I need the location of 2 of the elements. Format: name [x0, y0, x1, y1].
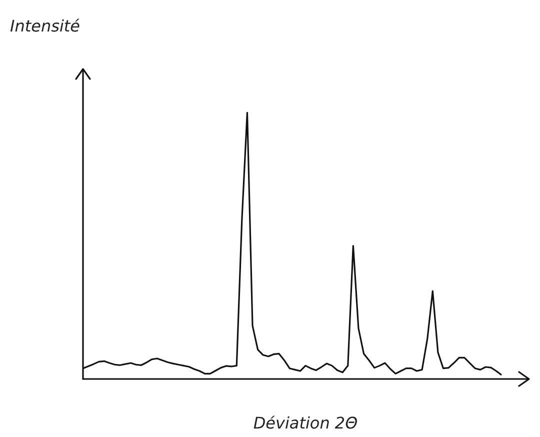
x-axis-title: Déviation 2Θ — [253, 414, 358, 432]
y-axis-title: Intensité — [10, 16, 80, 36]
